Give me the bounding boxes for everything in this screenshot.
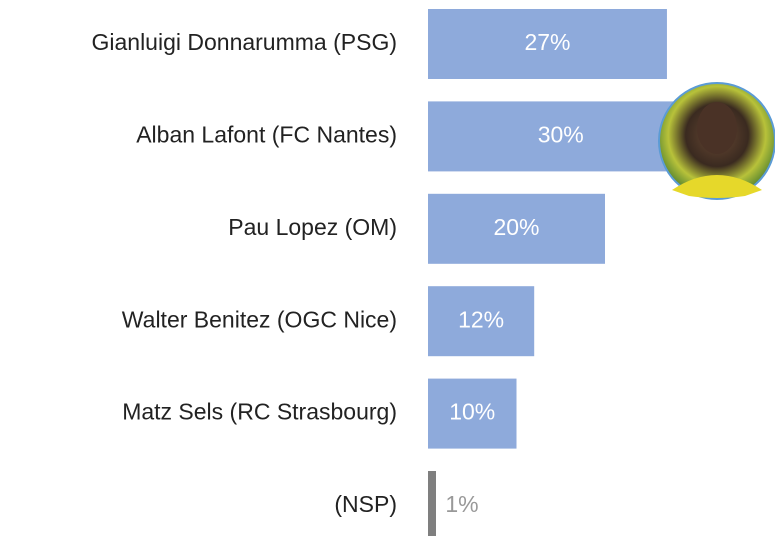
bars: Gianluigi Donnarumma (PSG) 27% Alban Lafon… (91, 9, 693, 536)
value-label: 10% (449, 399, 495, 425)
category-label: Alban Lafont (FC Nantes) (136, 121, 397, 147)
category-label: Walter Benitez (OGC Nice) (122, 306, 397, 332)
category-label: Matz Sels (RC Strasbourg) (122, 399, 397, 425)
value-label: 12% (458, 306, 504, 332)
category-label: Pau Lopez (OM) (228, 214, 397, 240)
value-label: 20% (493, 214, 539, 240)
value-label: 1% (445, 491, 478, 517)
value-label: 30% (538, 121, 584, 147)
chart: Gianluigi Donnarumma (PSG) 27% Alban Lafon… (0, 0, 775, 536)
player-photo (659, 83, 775, 199)
value-label: 27% (524, 29, 570, 55)
category-label: (NSP) (334, 491, 397, 517)
bar (428, 471, 436, 536)
photo-face (697, 102, 737, 154)
category-label: Gianluigi Donnarumma (PSG) (91, 29, 397, 55)
